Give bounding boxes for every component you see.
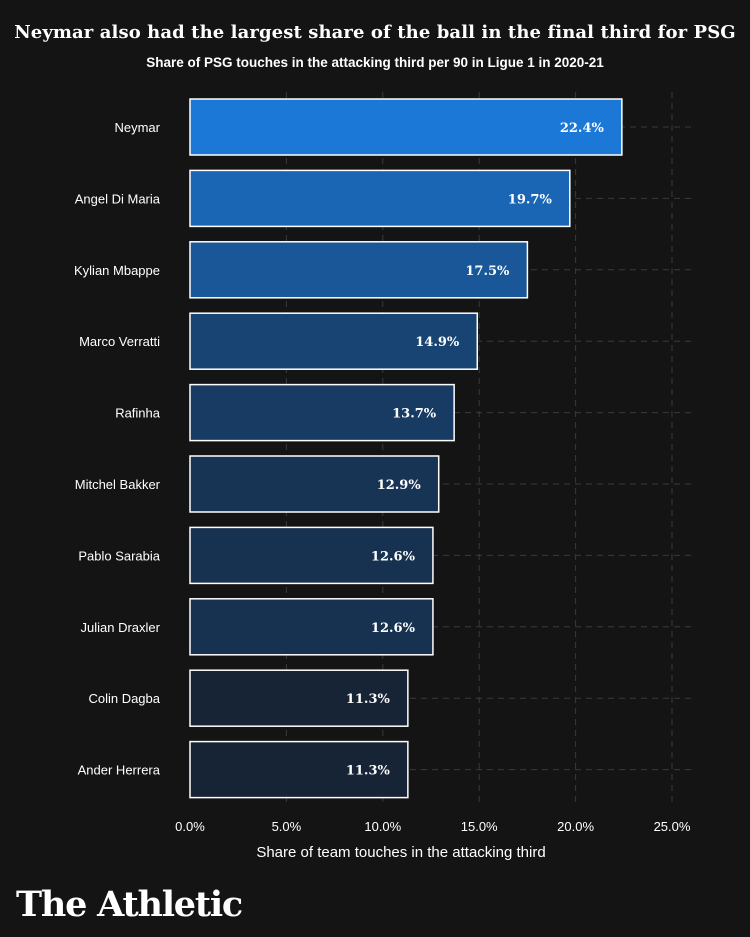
x-tick-label: 20.0% (557, 819, 594, 834)
x-tick-label: 10.0% (364, 819, 401, 834)
bar (189, 669, 409, 727)
bar-value-label: 22.4% (560, 121, 605, 136)
bar-value-label: 14.9% (415, 335, 460, 350)
category-label: Angel Di Maria (75, 191, 161, 206)
x-tick-label: 15.0% (461, 819, 498, 834)
bar (189, 312, 479, 370)
bar (189, 598, 434, 656)
bar-value-label: 12.9% (377, 478, 422, 493)
bar (189, 383, 455, 442)
category-label: Marco Verratti (79, 334, 160, 349)
bar (189, 526, 434, 585)
bar-chart: 22.4% Neymar 19.7% Angel Di Maria 17.5% Kylia… (74, 92, 692, 861)
category-label: Mitchel Bakker (75, 477, 161, 492)
category-label: Colin Dagba (88, 691, 160, 706)
bar-value-label: 12.6% (371, 549, 416, 564)
category-label: Ander Herrera (78, 763, 161, 778)
category-label: Pablo Sarabia (78, 548, 160, 563)
category-label: Neymar (114, 120, 160, 135)
bar-value-label: 19.7% (508, 192, 553, 207)
bar (189, 241, 529, 299)
chart-subtitle: Share of PSG touches in the attacking th… (146, 55, 604, 70)
bar-value-label: 11.3% (346, 764, 391, 779)
bar-value-label: 17.5% (465, 264, 510, 279)
bar (189, 740, 409, 799)
the-athletic-logo: The Athletic (16, 884, 243, 925)
bar-value-label: 13.7% (392, 407, 437, 422)
category-label: Julian Draxler (81, 620, 161, 635)
bar (189, 455, 440, 513)
x-tick-label: 5.0% (272, 819, 302, 834)
x-axis-label: Share of team touches in the attacking t… (256, 844, 545, 861)
x-tick-label: 25.0% (654, 819, 691, 834)
category-label: Kylian Mbappe (74, 263, 160, 278)
bar-value-label: 11.3% (346, 692, 391, 707)
chart-title: Neymar also had the largest share of the… (14, 22, 736, 43)
category-label: Rafinha (115, 406, 161, 421)
bar (189, 169, 571, 228)
bar (189, 98, 623, 156)
bar-value-label: 12.6% (371, 621, 416, 636)
x-tick-label: 0.0% (175, 819, 205, 834)
